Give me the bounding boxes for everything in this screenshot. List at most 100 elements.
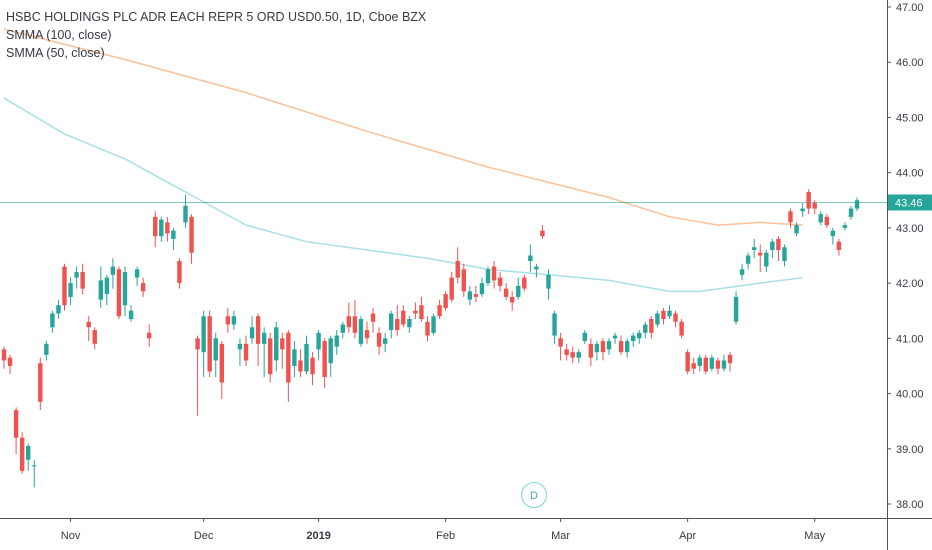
candle-body (739, 269, 745, 275)
candle-body (92, 330, 97, 344)
chart-legend: HSBC HOLDINGS PLC ADR EACH REPR 5 ORD US… (6, 8, 426, 62)
candle-body (818, 214, 823, 223)
candle-body (618, 341, 624, 353)
smma100-line (3, 28, 803, 226)
candle-body (207, 316, 212, 372)
candle-body (637, 332, 642, 339)
candle-body (540, 230, 545, 237)
last-price-tag (888, 194, 932, 211)
candle-body (812, 203, 817, 209)
y-tick-label: 46.00 (896, 57, 924, 69)
x-tick-label: 2019 (306, 530, 330, 542)
symbol-title: HSBC HOLDINGS PLC ADR EACH REPR 5 ORD US… (6, 10, 427, 24)
candle-body (830, 230, 836, 237)
candle-body (280, 338, 285, 350)
y-tick-label: 43.00 (896, 223, 924, 235)
candle-body (558, 338, 563, 347)
candle-body (631, 335, 636, 342)
candle-body (382, 338, 388, 344)
x-tick-label: Dec (194, 530, 214, 542)
candle-body (782, 247, 787, 262)
candle-body (104, 277, 110, 295)
candle-body (165, 222, 170, 234)
x-tick-label: Mar (551, 530, 570, 542)
candle-body (848, 208, 854, 217)
candle-body (122, 272, 128, 306)
candle-body (546, 274, 551, 289)
candle-body (770, 241, 775, 250)
candle-body (340, 324, 345, 333)
candle-body (13, 410, 19, 438)
candle-body (461, 269, 466, 292)
candle-body (691, 363, 696, 369)
candle-body (261, 332, 267, 344)
candle-body (467, 291, 473, 300)
y-tick-label: 39.00 (896, 444, 924, 456)
dividend-event-marker[interactable]: D (521, 482, 547, 508)
candle-body (503, 288, 509, 297)
candle-body (776, 238, 781, 250)
candle-body (600, 341, 606, 353)
candle-body (346, 316, 352, 328)
candle-body (177, 261, 182, 284)
candle-body (582, 332, 587, 342)
candle-body (322, 341, 327, 377)
candle-body (443, 294, 448, 308)
candle-body (431, 316, 436, 333)
candle-body (68, 283, 73, 297)
candle-body (7, 357, 13, 366)
candle-body (522, 277, 527, 289)
candle-body (516, 285, 521, 297)
candle-body (727, 354, 733, 364)
candle-body (806, 191, 811, 209)
candle-body (715, 360, 721, 369)
candle-body (255, 316, 261, 344)
candle-body (685, 352, 690, 372)
smma50-line (3, 97, 803, 293)
candle-body (98, 280, 103, 300)
candle-body (528, 255, 533, 262)
candle-body (74, 272, 79, 278)
y-tick-label: 44.00 (896, 168, 924, 180)
candle-body (316, 332, 321, 350)
candle-body (655, 313, 660, 325)
candle-body (824, 216, 829, 226)
candle-body (286, 332, 291, 383)
candle-body (201, 316, 206, 353)
candle-body (564, 349, 569, 355)
candle-body (231, 316, 237, 325)
candle-body (38, 363, 43, 402)
candle-body (643, 324, 648, 333)
candle-body (624, 341, 630, 353)
candle-body (764, 252, 769, 267)
candle-body (62, 266, 67, 306)
x-tick-label: May (804, 530, 825, 542)
candle-body (395, 319, 400, 331)
candle-body (455, 261, 460, 278)
candle-body (19, 437, 25, 471)
candle-body (419, 305, 424, 320)
candle-body (352, 316, 358, 333)
candle-body (56, 305, 61, 314)
candle-body (842, 225, 848, 228)
y-tick-label: 45.00 (896, 112, 924, 124)
candle-body (328, 338, 333, 364)
candle-body (794, 225, 799, 234)
candle-body (733, 296, 739, 322)
smma50-legend: SMMA (50, close) (6, 46, 105, 60)
candle-body (32, 465, 37, 467)
candle-body (407, 319, 412, 328)
last-price-label: 43.46 (895, 197, 923, 209)
candle-body (213, 338, 218, 361)
candle-body (292, 349, 297, 366)
candle-body (745, 255, 751, 264)
candle-body (449, 277, 454, 300)
candle-body (334, 335, 339, 347)
x-tick-label: Nov (61, 530, 81, 542)
candle-body (1, 349, 7, 361)
candle-body (854, 200, 860, 209)
candle-body (243, 343, 249, 361)
candle-body (171, 230, 176, 239)
candle-body (673, 313, 678, 322)
